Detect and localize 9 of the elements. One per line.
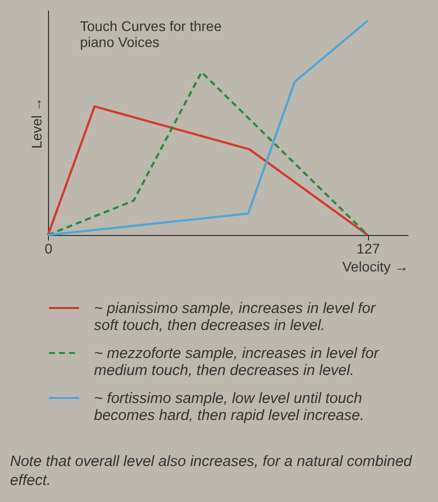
- legend-label: ~ mezzoforte sample, increases in level for medium touch, then decreases in level.: [94, 345, 380, 379]
- legend-label: ~ pianissimo sample, increases in level for soft touch, then decreases in level.: [94, 300, 376, 334]
- legend-label: ~ fortissimo sample, low level until touch becomes hard, then rapid level increase.: [94, 390, 364, 424]
- text: Note that overall level also increases, for a natural combined effect.: [10, 452, 414, 490]
- x-axis-title: Velocity →: [342, 258, 408, 274]
- chart-title: Touch Curves for three piano Voices: [80, 18, 222, 50]
- x-tick-label: 127: [356, 240, 380, 256]
- y-axis-title: Level →: [28, 97, 44, 149]
- x-tick-label: 0: [44, 240, 53, 256]
